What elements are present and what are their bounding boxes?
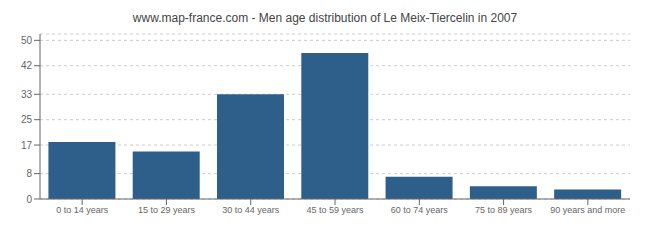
svg-text:25: 25: [21, 114, 33, 125]
svg-text:90 years and more: 90 years and more: [550, 205, 625, 215]
svg-text:17: 17: [21, 140, 33, 151]
svg-text:0: 0: [26, 194, 32, 205]
svg-text:42: 42: [21, 60, 33, 71]
html-text:www.map-france.com - Men age d: www.map-france.com - Men age distributio…: [132, 11, 518, 25]
svg-text:8: 8: [26, 168, 32, 179]
svg-text:60 to 74 years: 60 to 74 years: [391, 205, 449, 215]
svg-text:15 to 29 years: 15 to 29 years: [138, 205, 196, 215]
svg-text:0 to 14 years: 0 to 14 years: [56, 205, 109, 215]
svg-text:33: 33: [21, 89, 33, 100]
svg-text:45 to 59 years: 45 to 59 years: [306, 205, 364, 215]
svg-text:75 to 89 years: 75 to 89 years: [475, 205, 533, 215]
svg-text:30 to 44 years: 30 to 44 years: [222, 205, 280, 215]
svg-text:50: 50: [21, 35, 33, 46]
